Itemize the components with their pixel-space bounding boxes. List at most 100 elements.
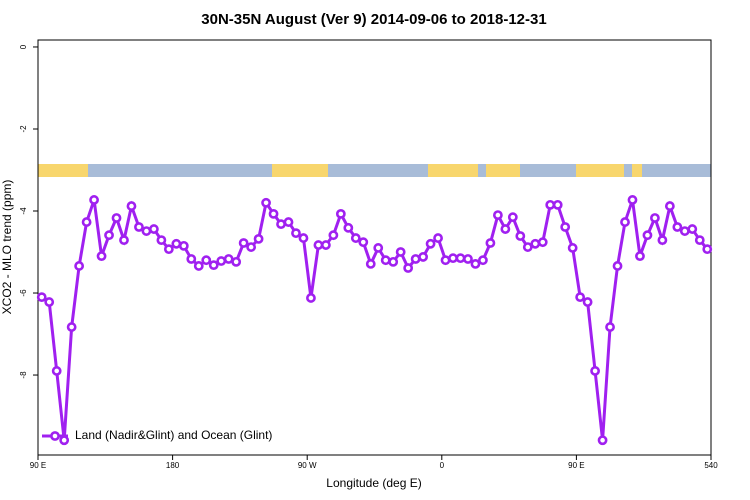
data-point [66, 322, 77, 332]
data-point [650, 213, 660, 223]
data-point [149, 224, 159, 234]
data-point [350, 233, 361, 243]
data-point [186, 254, 197, 264]
data-point [463, 254, 473, 264]
data-point [627, 195, 638, 205]
data-point [81, 217, 92, 227]
data-point [253, 233, 264, 244]
data-point [320, 240, 331, 250]
data-point [261, 197, 271, 208]
data-point [216, 256, 227, 266]
land-band [272, 164, 328, 177]
land-band [486, 164, 520, 177]
data-point [582, 297, 593, 307]
data-point [470, 259, 481, 269]
x-axis-label: Longitude (deg E) [326, 476, 421, 490]
data-point [448, 253, 458, 264]
data-point [238, 238, 249, 248]
data-point [672, 222, 683, 232]
data-point [201, 255, 212, 266]
legend-marker [50, 431, 60, 441]
y-tick-label: 0 [19, 44, 28, 49]
data-point [664, 201, 675, 211]
data-point [178, 240, 189, 251]
data-point [328, 230, 339, 241]
data-point [223, 254, 234, 264]
data-point [620, 217, 630, 227]
data-point [702, 244, 713, 255]
data-point [560, 222, 571, 232]
land-band [632, 164, 642, 177]
data-point [208, 260, 219, 271]
data-point [156, 235, 167, 246]
data-point [687, 224, 698, 234]
data-point [590, 366, 600, 376]
data-point [410, 254, 421, 264]
data-point [335, 208, 346, 219]
data-point [403, 263, 414, 273]
data-point [291, 228, 301, 239]
x-tick-label: 0 [440, 461, 445, 470]
data-point [395, 247, 406, 257]
data-point [642, 230, 653, 241]
y-tick-label: -6 [19, 289, 28, 297]
data-point [545, 199, 556, 210]
data-point [679, 226, 690, 236]
data-point [530, 238, 541, 249]
data-point [276, 219, 286, 230]
data-point [433, 233, 443, 243]
data-point [485, 238, 496, 248]
land-band [576, 164, 624, 177]
data-point [89, 195, 99, 205]
data-point [59, 435, 70, 446]
data-point [358, 237, 369, 248]
data-point [515, 231, 526, 241]
data-point [657, 235, 668, 246]
data-point [567, 243, 578, 253]
data-point [298, 233, 309, 243]
data-point [306, 293, 316, 303]
data-point [246, 242, 257, 252]
data-point [418, 252, 429, 262]
data-point [104, 230, 114, 241]
y-tick-label: -4 [19, 207, 28, 215]
chart-title: 30N-35N August (Ver 9) 2014-09-06 to 201… [201, 11, 546, 28]
data-point [74, 261, 85, 271]
data-point [455, 253, 466, 264]
ocean-band [38, 164, 711, 177]
data-point [605, 322, 615, 332]
data-point [694, 235, 705, 246]
data-point [388, 256, 399, 267]
data-point [126, 201, 137, 211]
data-point [51, 366, 62, 376]
data-point [575, 292, 586, 303]
x-tick-label: 90 W [298, 461, 317, 470]
data-point [96, 251, 107, 262]
data-point [193, 261, 204, 271]
series-line [40, 199, 709, 441]
data-point [522, 242, 533, 252]
data-point [425, 238, 436, 249]
data-point [163, 244, 174, 255]
data-point [373, 243, 384, 253]
data-point [111, 213, 122, 223]
data-point [268, 208, 279, 219]
data-point [44, 297, 55, 307]
data-point [507, 212, 518, 223]
data-point [552, 199, 563, 210]
y-tick-label: -2 [19, 125, 28, 133]
y-tick-label: -8 [19, 371, 28, 379]
data-point [171, 238, 182, 249]
data-point [365, 259, 376, 269]
x-tick-label: 90 E [30, 461, 46, 470]
legend-label: Land (Nadir&Glint) and Ocean (Glint) [75, 428, 272, 442]
x-tick-label: 540 [704, 461, 718, 470]
data-point [500, 224, 511, 234]
data-point [380, 255, 391, 266]
x-tick-label: 180 [166, 461, 180, 470]
data-point [440, 255, 451, 266]
data-point [597, 435, 608, 446]
data-point [134, 222, 144, 232]
